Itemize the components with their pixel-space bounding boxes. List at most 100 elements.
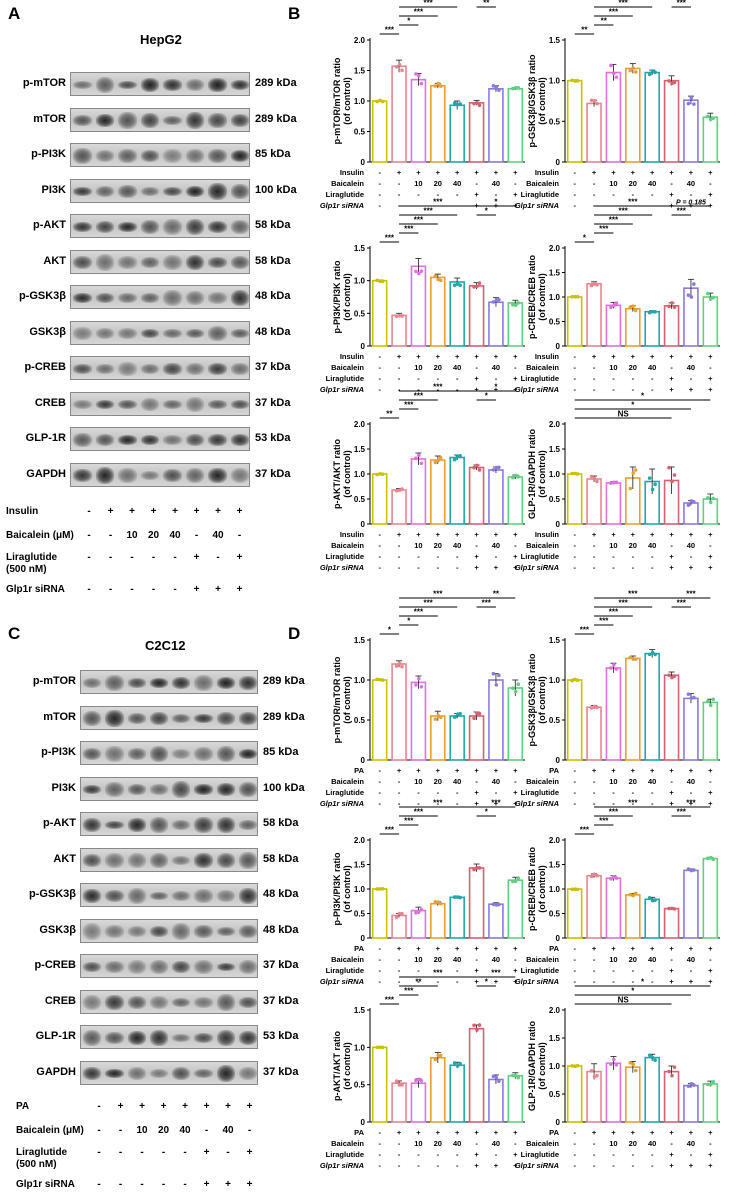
chart-row-mark: - <box>437 788 440 797</box>
data-point <box>631 1062 636 1067</box>
blot-band <box>127 713 146 724</box>
data-point <box>511 302 515 307</box>
chart-row-mark: - <box>514 955 517 964</box>
chart-row-mark: - <box>632 788 635 797</box>
chart-row-mark: - <box>378 530 381 539</box>
chart-row-mark: - <box>690 374 693 383</box>
condition-mark: + <box>236 552 243 563</box>
chart-row-mark: + <box>513 1128 518 1137</box>
chart-row-mark: + <box>455 944 460 953</box>
sig-label: ** <box>581 26 588 35</box>
blot-band <box>73 293 92 303</box>
condition-mark: + <box>246 1147 253 1158</box>
blot-kda: 85 kDa <box>255 148 291 160</box>
chart-row-mark: 10 <box>414 363 422 372</box>
condition-mark: + <box>160 1101 167 1112</box>
chart-row-label: Baicalein <box>331 955 364 964</box>
condition-mark: 40 <box>169 530 181 541</box>
data-point <box>609 305 613 310</box>
blot-band <box>118 435 137 445</box>
bar <box>605 877 622 939</box>
chart-row-label: PA <box>549 944 559 953</box>
data-point <box>589 874 594 879</box>
data-point <box>477 103 482 108</box>
chart-row-mark: 40 <box>648 1139 656 1148</box>
chart-row-mark: 40 <box>648 179 656 188</box>
chart-row-mark: 40 <box>492 955 500 964</box>
data-point <box>414 72 418 76</box>
chart-row-mark: - <box>495 1150 498 1159</box>
blot-label: GAPDH <box>26 467 66 480</box>
blot-band <box>230 329 249 338</box>
bar <box>625 657 641 761</box>
chart-row-mark: 10 <box>609 541 617 550</box>
sig-label: * <box>641 978 645 987</box>
chart-row-mark: + <box>416 766 421 775</box>
blot-label: CREB <box>34 396 66 409</box>
chart-row-label: PA <box>549 766 559 775</box>
data-point <box>614 301 619 305</box>
chart-row-mark: - <box>495 788 498 797</box>
chart-row-mark: - <box>573 799 576 808</box>
bar <box>507 302 524 347</box>
data-point <box>672 674 677 678</box>
chart-row-mark: - <box>437 977 440 986</box>
chart-row-mark: + <box>689 799 694 808</box>
blot-band <box>163 363 182 375</box>
y-tick-label: 0 <box>556 934 561 943</box>
bar <box>507 1074 524 1123</box>
chart-row-mark: + <box>436 1128 441 1137</box>
blot-label: mTOR <box>43 710 76 723</box>
data-point <box>612 662 616 667</box>
data-point <box>477 711 482 716</box>
condition-mark: - <box>118 1147 123 1158</box>
sig-label: *** <box>618 0 628 8</box>
chart-row-mark: + <box>474 385 479 394</box>
chart-row-mark: + <box>689 766 694 775</box>
data-point <box>708 1082 713 1087</box>
sig-label: *** <box>414 8 424 17</box>
y-tick-label: 1.0 <box>354 470 366 479</box>
bar <box>488 679 504 761</box>
data-point <box>475 101 479 105</box>
sig-label: ** <box>601 17 608 26</box>
chart-row-label: Liraglutide <box>521 788 559 797</box>
blot-band <box>83 889 102 903</box>
y-tick-label: 0.5 <box>549 1090 561 1099</box>
blot-band <box>238 925 257 938</box>
condition-mark: 10 <box>126 530 138 541</box>
blot-band <box>73 186 92 197</box>
chart-row-mark: - <box>573 374 576 383</box>
blot-label: p-CREB <box>24 361 66 373</box>
chart-row-mark: - <box>398 966 401 975</box>
data-point <box>609 481 613 485</box>
chart-row-mark: - <box>475 777 478 786</box>
chart-row-mark: - <box>690 788 693 797</box>
chart-row-mark: + <box>513 552 518 561</box>
blot-label: p-GSK3β <box>28 888 76 900</box>
data-point <box>452 895 457 899</box>
data-point <box>647 896 652 900</box>
chart-row-mark: + <box>631 530 636 539</box>
chart-row-mark: 20 <box>434 955 442 964</box>
chart-row-mark: - <box>417 1161 420 1170</box>
chart-row-mark: 20 <box>629 1139 637 1148</box>
blot-band <box>185 149 204 163</box>
data-point <box>711 496 716 501</box>
chart-row-label: Baicalein <box>331 541 364 550</box>
y-tick-label: 1.5 <box>354 636 366 645</box>
blot-band <box>83 785 102 794</box>
blot-band <box>127 818 146 832</box>
blot-band <box>194 784 213 795</box>
blot-strip <box>80 918 258 943</box>
chart-row-mark: - <box>573 190 576 199</box>
condition-mark: - <box>151 584 156 595</box>
sig-label: NS <box>618 996 630 1005</box>
chart-row-mark: - <box>495 190 498 199</box>
blot-band <box>216 852 235 869</box>
y-axis-label: p-mTOR/mTOR ratio <box>332 57 342 144</box>
chart-row-mark: - <box>632 977 635 986</box>
chart-row-mark: - <box>690 190 693 199</box>
sig-label: *** <box>385 996 395 1005</box>
data-point <box>516 301 521 305</box>
